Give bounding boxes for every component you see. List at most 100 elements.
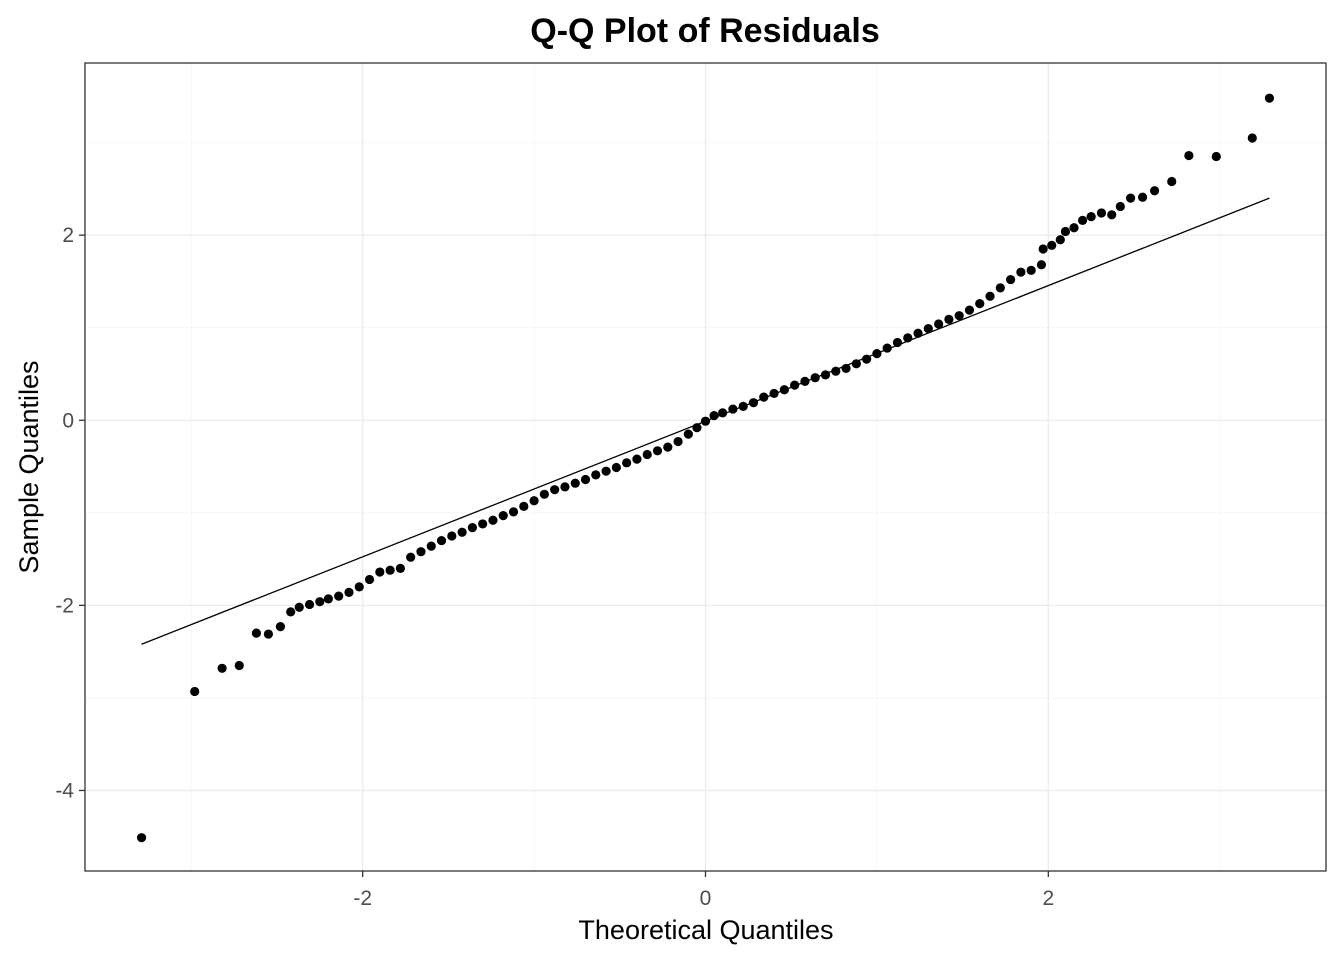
data-point (457, 527, 467, 537)
data-point (136, 833, 147, 843)
data-point (304, 599, 315, 610)
data-point (769, 388, 779, 399)
data-point (315, 597, 325, 607)
chart-title: Q-Q Plot of Residuals (530, 12, 879, 50)
data-point (286, 607, 296, 617)
data-point (709, 411, 719, 421)
data-point (673, 436, 683, 447)
data-point (601, 466, 611, 476)
y-tick-label: -4 (55, 779, 74, 802)
grid (85, 63, 1326, 871)
y-tick-label: 0 (62, 409, 74, 432)
data-point (354, 582, 364, 592)
points-layer (136, 93, 1275, 843)
data-point (642, 449, 652, 460)
data-point (529, 496, 539, 506)
data-point (539, 489, 549, 499)
data-point (810, 373, 820, 383)
data-point (1167, 176, 1177, 187)
data-point (892, 337, 903, 348)
data-point (519, 501, 529, 511)
data-point (820, 370, 831, 380)
data-point (692, 423, 702, 433)
data-point (728, 404, 738, 414)
data-point (903, 333, 913, 343)
data-point (1038, 244, 1048, 254)
data-point (944, 314, 954, 324)
data-point (217, 663, 227, 673)
data-point (395, 563, 405, 573)
data-point (508, 507, 519, 517)
data-point (550, 485, 560, 495)
data-point (700, 416, 711, 426)
data-point (190, 686, 200, 697)
data-point (1055, 235, 1065, 245)
data-point (882, 343, 892, 353)
data-point (779, 385, 789, 395)
data-point (1026, 265, 1036, 275)
data-point (985, 291, 995, 301)
data-point (364, 574, 375, 585)
data-point (488, 515, 498, 525)
data-point (683, 429, 693, 439)
data-point (1086, 212, 1096, 222)
data-point (872, 349, 882, 359)
data-point (447, 531, 457, 541)
data-point (923, 324, 933, 334)
data-point (934, 319, 944, 329)
data-point (1115, 201, 1125, 212)
data-point (1107, 210, 1117, 220)
data-point (1060, 226, 1071, 237)
y-axis-title: Sample Quantiles (14, 360, 44, 573)
data-point (1047, 240, 1057, 250)
data-point (334, 591, 344, 601)
data-point (831, 366, 841, 376)
data-point (1149, 186, 1160, 196)
x-axis-ticks: -2 0 2 (353, 871, 1054, 910)
data-point (1264, 93, 1275, 103)
y-tick-label: -2 (55, 594, 74, 617)
y-tick-label: 2 (62, 224, 74, 247)
data-point (1096, 208, 1107, 218)
data-point (632, 454, 642, 464)
data-point (467, 523, 477, 533)
data-point (1247, 133, 1257, 143)
data-point (652, 446, 663, 456)
data-point (1125, 193, 1136, 203)
data-point (718, 408, 728, 418)
data-point (1006, 274, 1016, 285)
data-point (663, 442, 673, 452)
data-point (1211, 151, 1221, 162)
data-point (622, 458, 632, 468)
data-point (275, 622, 286, 632)
data-point (975, 299, 985, 309)
data-point (560, 482, 570, 492)
data-point (1077, 215, 1088, 225)
data-point (385, 565, 395, 575)
data-point (841, 363, 851, 374)
data-point (436, 535, 447, 546)
data-point (1137, 192, 1148, 202)
data-point (790, 380, 800, 390)
data-point (1036, 260, 1047, 270)
data-point (591, 470, 601, 480)
data-point (862, 354, 872, 364)
data-point (294, 602, 304, 612)
data-point (478, 519, 488, 529)
data-point (800, 376, 810, 386)
data-point (748, 398, 759, 408)
data-point (375, 567, 385, 577)
data-point (580, 474, 591, 485)
x-tick-label: -2 (353, 887, 372, 910)
data-point (1184, 150, 1194, 161)
data-point (426, 541, 436, 551)
data-point (323, 594, 334, 604)
data-point (954, 311, 964, 321)
data-point (234, 660, 244, 671)
data-point (498, 510, 508, 521)
data-point (738, 401, 748, 411)
x-tick-label: 0 (700, 887, 712, 910)
x-tick-label: 2 (1042, 887, 1054, 910)
data-point (1016, 267, 1026, 277)
